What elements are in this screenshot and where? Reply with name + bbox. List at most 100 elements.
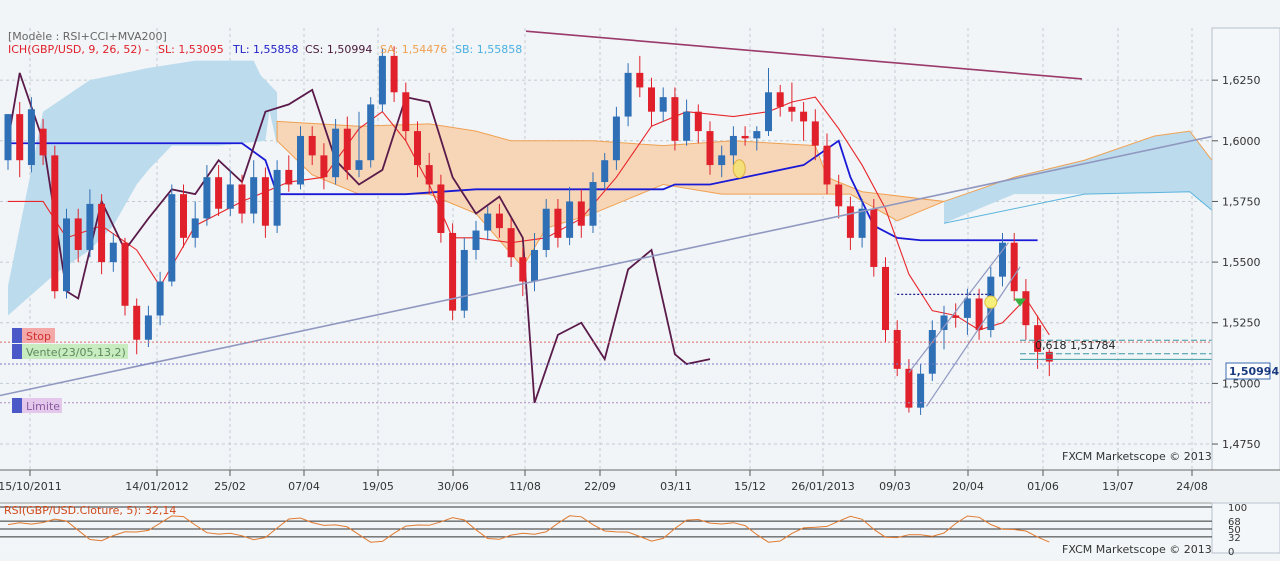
- ichimoku-cloud: [8, 60, 1249, 316]
- candle-body: [905, 368, 913, 408]
- candle-body: [811, 121, 819, 146]
- rsi-background: [0, 503, 1280, 553]
- x-tick-label: 19/05: [362, 480, 394, 493]
- x-tick-label: 15/10/2011: [0, 480, 62, 493]
- candle-body: [1034, 325, 1042, 352]
- candle-body: [16, 114, 24, 161]
- candle-body: [343, 128, 351, 170]
- x-tick-label: 13/07: [1102, 480, 1134, 493]
- candle-body: [121, 242, 129, 306]
- y-tick-label: 1,5750: [1222, 195, 1261, 208]
- stop-label-box: [22, 328, 55, 343]
- x-tick-label: 26/01/2013: [791, 480, 854, 493]
- sell-label: Vente(23/05,13,2): [26, 346, 126, 359]
- rsi-tick-label: 68: [1228, 517, 1241, 528]
- signal-arrow: [1014, 298, 1027, 307]
- candle-body: [519, 257, 527, 282]
- candle-body: [999, 242, 1006, 277]
- stop-order[interactable]: Stop: [12, 328, 55, 343]
- candle-body: [437, 184, 445, 233]
- candle-body: [109, 242, 117, 263]
- fib-label: 0,618 1,51784: [1035, 339, 1115, 352]
- candle-body: [168, 194, 176, 282]
- legend-sa: SA: 1,54476: [380, 43, 447, 56]
- y-tick-label: 1,5000: [1222, 377, 1261, 390]
- time-axis: 15/10/2011 14/01/2012 25/02 07/04 19/05 30/06…: [0, 469, 1280, 502]
- candle-body: [659, 97, 667, 112]
- rsi-watermark: FXCM Marketscope © 2013: [1062, 543, 1212, 556]
- x-tick-label: 09/03: [879, 480, 911, 493]
- price-axis-panel: [1211, 27, 1280, 471]
- candle-body: [706, 131, 714, 166]
- candle-body: [74, 218, 82, 250]
- candle-body: [823, 145, 831, 185]
- falling-trendline: [525, 30, 1083, 80]
- sell-label-box: [22, 344, 128, 359]
- candle-body: [589, 182, 597, 226]
- candle-body: [285, 169, 293, 185]
- candle-body: [308, 135, 316, 156]
- candle-body: [776, 92, 784, 107]
- candle-body: [577, 201, 585, 226]
- y-tick-label: 1,5250: [1222, 317, 1261, 330]
- stop-label: Stop: [26, 330, 51, 343]
- candle-body: [624, 72, 632, 117]
- candle-body: [238, 184, 246, 214]
- sell-handle[interactable]: [12, 344, 22, 359]
- candle-body: [355, 160, 363, 170]
- x-tick-label: 01/06: [1027, 480, 1059, 493]
- candle-body: [671, 97, 679, 141]
- candle-body: [156, 281, 164, 316]
- ichimoku-name: ICH(GBP/USD, 9, 26, 52) -: [8, 43, 149, 56]
- candle-body: [542, 208, 550, 250]
- candle-body: [27, 109, 35, 166]
- chikou-span: [7, 72, 711, 404]
- candle-body: [928, 330, 936, 374]
- price-axis: 1,4750 1,5000 1,5250 1,5500 1,5750 1,6000 1,62…: [1211, 27, 1280, 471]
- x-tick-label: 30/06: [437, 480, 469, 493]
- candle-body: [507, 228, 515, 258]
- candle-body: [144, 315, 152, 340]
- rsi-label: RSI(GBP/USD.Cloture, 5): 32,14: [4, 504, 176, 517]
- x-tick-label: 24/08: [1176, 480, 1208, 493]
- rsi-tick-label: 100: [1228, 503, 1247, 514]
- candle-body: [495, 213, 503, 229]
- x-tick-label: 14/01/2012: [125, 480, 188, 493]
- candle-body: [729, 135, 737, 156]
- candle-body: [367, 104, 375, 161]
- candle-body: [753, 131, 761, 139]
- candle-body: [449, 232, 457, 311]
- watermark: FXCM Marketscope © 2013: [1062, 450, 1212, 463]
- sell-order[interactable]: Vente(23/05,13,2): [12, 344, 128, 359]
- limit-order[interactable]: Limite: [12, 398, 62, 413]
- candle-body: [297, 135, 304, 185]
- candle-body: [215, 177, 223, 209]
- rising-trendline: [0, 135, 1213, 397]
- candle-body: [694, 111, 702, 132]
- rsi-line: [7, 515, 1050, 543]
- rsi-tick-label: 0: [1228, 547, 1234, 557]
- stop-handle[interactable]: [12, 328, 22, 343]
- x-tick-label: 25/02: [214, 480, 246, 493]
- candle-body: [940, 315, 948, 331]
- limit-handle[interactable]: [12, 398, 22, 413]
- candle-body: [554, 208, 562, 238]
- candle-body: [963, 298, 971, 318]
- candle-body: [203, 177, 211, 219]
- y-tick-label: 1,4750: [1222, 438, 1261, 451]
- candle-body: [882, 266, 889, 331]
- candle-body: [191, 218, 199, 238]
- candle-body: [566, 201, 574, 238]
- candle-body: [683, 111, 691, 141]
- candle-body: [800, 111, 808, 122]
- time-axis-panel: [0, 470, 1280, 502]
- x-tick-label: 15/12: [734, 480, 766, 493]
- candle-body: [86, 203, 94, 250]
- channel-lower: [925, 266, 1021, 407]
- x-tick-label: 03/11: [660, 480, 692, 493]
- candle-body: [63, 218, 70, 292]
- rsi-axis-panel: [1211, 502, 1280, 554]
- model-label: [Modèle : RSI+CCI+MVA200]: [8, 30, 167, 43]
